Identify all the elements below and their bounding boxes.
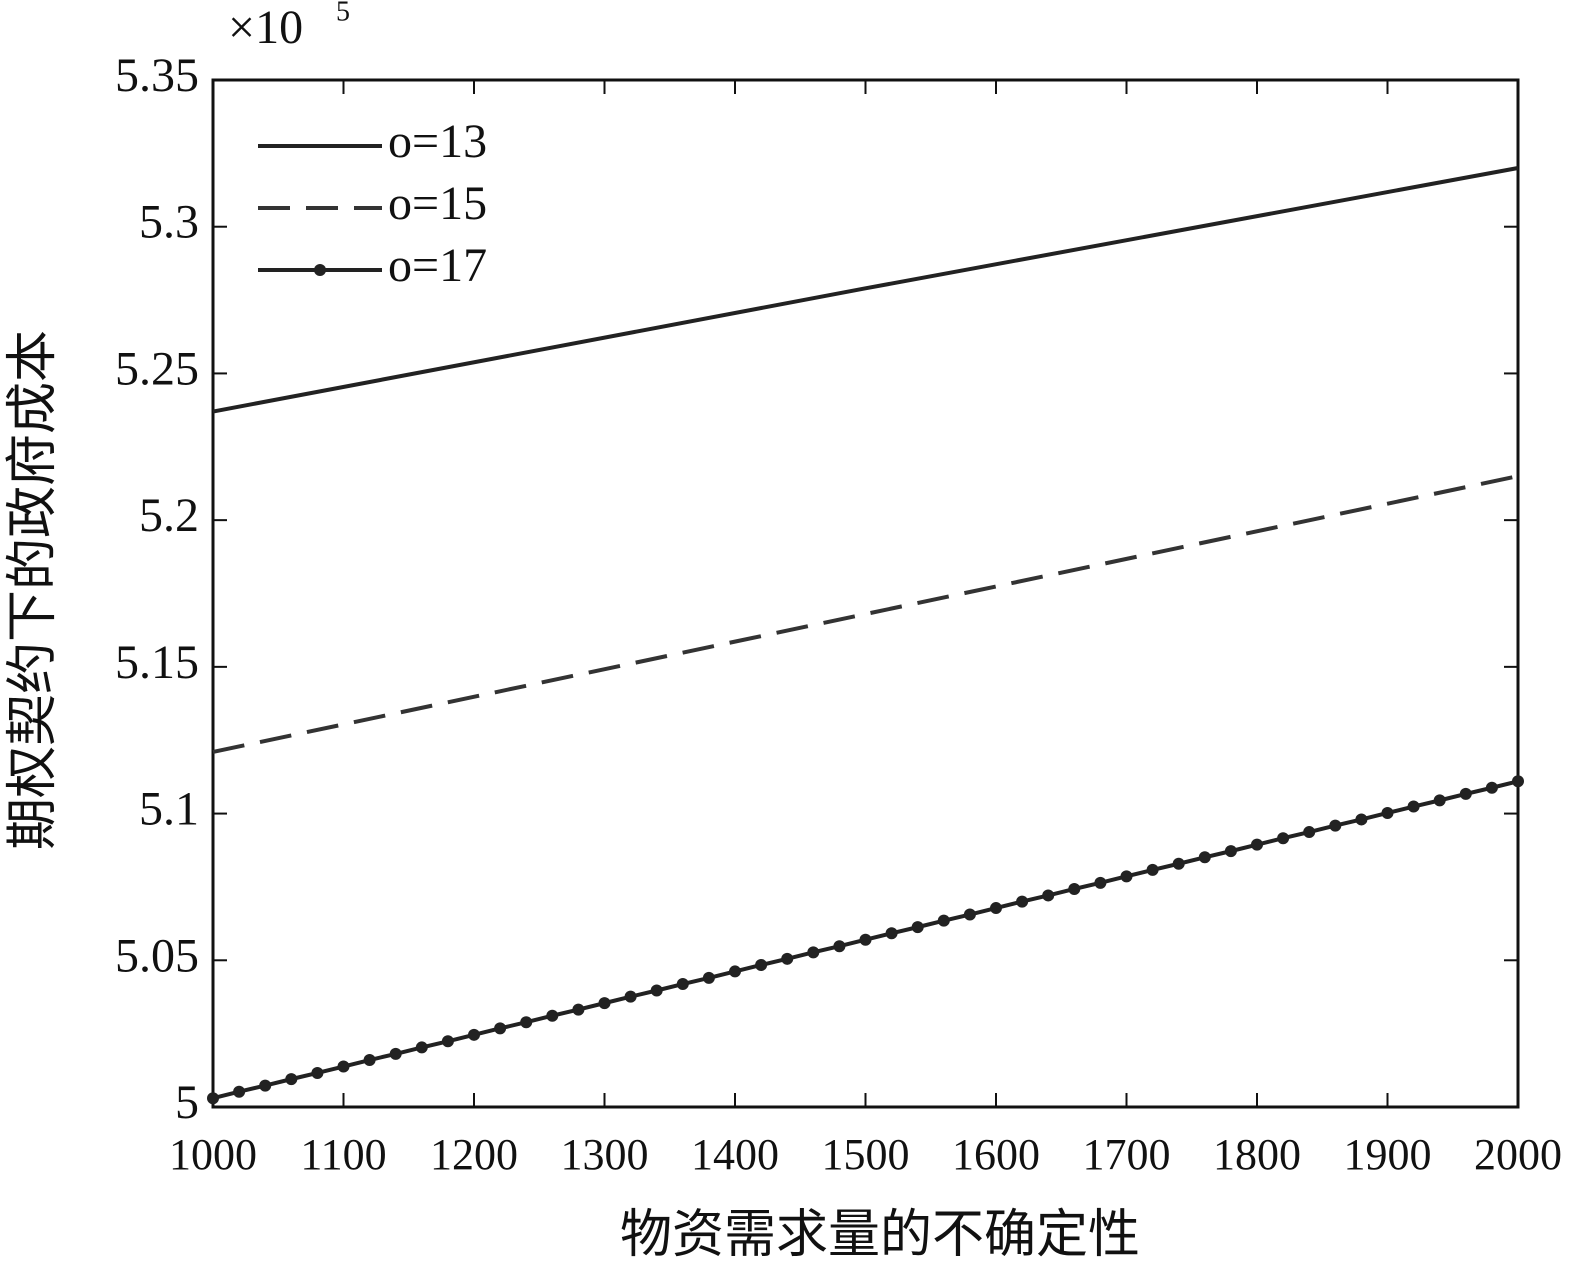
point-marker — [1355, 813, 1368, 826]
x-tick-label: 1800 — [1213, 1130, 1301, 1179]
x-tick-label: 1900 — [1344, 1130, 1432, 1179]
point-marker — [363, 1054, 376, 1067]
point-marker — [1094, 876, 1107, 889]
y-tick-label: 5.05 — [115, 929, 199, 982]
point-marker — [572, 1003, 585, 1016]
point-marker — [650, 984, 663, 997]
y-tick-label: 5.3 — [139, 196, 199, 249]
point-marker — [1277, 832, 1290, 845]
point-marker — [963, 908, 976, 921]
point-marker — [1172, 857, 1185, 870]
point-marker — [415, 1041, 428, 1054]
legend-marker — [314, 264, 326, 276]
point-marker — [1329, 819, 1342, 832]
y-tick-label: 5.1 — [139, 783, 199, 836]
legend-label: o=17 — [388, 239, 487, 292]
y-tick-label: 5 — [175, 1076, 199, 1129]
x-axis-label: 物资需求量的不确定性 — [620, 1207, 1140, 1264]
point-marker — [441, 1035, 454, 1048]
point-marker — [911, 921, 924, 934]
point-marker — [781, 952, 794, 965]
point-marker — [859, 933, 872, 946]
point-marker — [207, 1092, 219, 1105]
x-tick-label: 1700 — [1083, 1130, 1171, 1179]
point-marker — [990, 902, 1002, 915]
point-marker — [937, 914, 950, 927]
series-line — [212, 474, 1519, 754]
point-marker — [755, 958, 768, 971]
x-tick-label: 1600 — [952, 1130, 1040, 1179]
point-marker — [1224, 845, 1237, 858]
point-marker — [1120, 870, 1133, 883]
point-marker — [885, 927, 898, 940]
point-marker — [1459, 787, 1472, 800]
x-tick-label: 1000 — [169, 1130, 257, 1179]
x-tick-label: 1400 — [691, 1130, 779, 1179]
point-marker — [494, 1022, 507, 1035]
point-marker — [624, 990, 637, 1003]
point-marker — [1251, 838, 1263, 851]
y-tick-label: 5.15 — [115, 636, 199, 689]
y-multiplier: ×10 — [228, 1, 303, 54]
point-marker — [1146, 863, 1159, 876]
point-marker — [546, 1009, 559, 1022]
y-multiplier-exponent: 5 — [336, 0, 350, 27]
point-marker — [1303, 826, 1316, 839]
point-marker — [1485, 781, 1498, 794]
point-marker — [807, 946, 820, 959]
point-marker — [389, 1047, 402, 1060]
x-tick-label: 2000 — [1474, 1130, 1562, 1179]
point-marker — [676, 978, 689, 991]
point-marker — [285, 1073, 298, 1086]
series-line — [212, 166, 1519, 414]
y-tick-label: 5.35 — [115, 49, 199, 102]
point-marker — [1512, 775, 1524, 788]
point-marker — [598, 997, 611, 1010]
plot-frame — [211, 78, 1520, 1109]
point-marker — [468, 1028, 480, 1041]
point-marker — [1068, 882, 1081, 895]
x-tick-label: 1100 — [300, 1130, 386, 1179]
y-axis-label: 期权契约下的政府成本 — [5, 330, 62, 850]
legend-label: o=15 — [388, 177, 487, 230]
legend-label: o=13 — [388, 115, 487, 168]
point-marker — [833, 940, 846, 953]
point-marker — [1042, 889, 1055, 902]
x-tick-label: 1200 — [430, 1130, 518, 1179]
y-tick-label: 5.2 — [139, 489, 199, 542]
x-tick-label: 1500 — [822, 1130, 910, 1179]
point-marker — [1198, 851, 1211, 864]
point-marker — [520, 1016, 533, 1029]
point-marker — [259, 1079, 272, 1092]
point-marker — [337, 1060, 350, 1073]
x-tick-label: 1300 — [561, 1130, 649, 1179]
point-marker — [1407, 800, 1420, 813]
point-marker — [311, 1066, 324, 1079]
point-marker — [1016, 895, 1029, 908]
point-marker — [729, 965, 741, 978]
point-marker — [233, 1085, 246, 1098]
point-marker — [1433, 794, 1446, 807]
y-tick-label: 5.25 — [115, 342, 199, 395]
point-marker — [702, 971, 715, 984]
point-marker — [1381, 806, 1394, 819]
